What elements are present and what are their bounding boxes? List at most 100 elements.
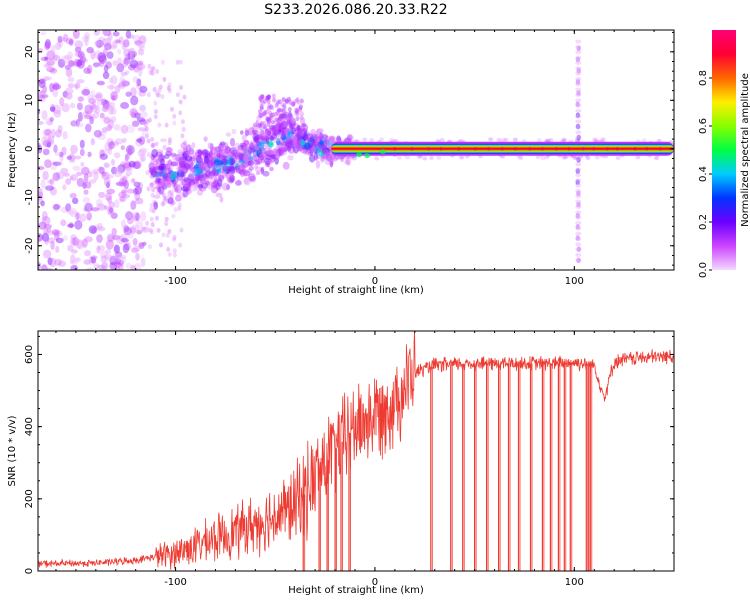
trend-mark (167, 190, 172, 199)
noise-mark (133, 62, 140, 72)
trend-mark (178, 156, 183, 165)
trend-mark (340, 156, 345, 163)
trend-mark (245, 144, 251, 150)
noise-mark (117, 164, 126, 173)
trend-mark (265, 150, 272, 156)
carrier-peak-mark (439, 147, 443, 151)
carrier-haze-mark (536, 138, 542, 143)
trend-mark (267, 128, 274, 137)
noise-mark (123, 39, 130, 48)
trend-mark (241, 152, 248, 160)
noise-mark (127, 50, 136, 60)
noise-mark (59, 151, 64, 158)
noise-mark (38, 109, 41, 115)
noise-mark (121, 79, 126, 84)
trend-mark (188, 178, 195, 187)
trend-mark (258, 134, 263, 140)
trend-mark (247, 160, 255, 167)
trend-mark (308, 132, 316, 137)
noise-mark (69, 192, 77, 199)
noise-mark (68, 154, 76, 163)
trend-mark (310, 138, 316, 144)
trend-mark (296, 133, 303, 139)
noise-mark (43, 227, 49, 236)
spike-mark (575, 253, 582, 257)
carrier-haze-mark (405, 155, 411, 160)
noise-mark (132, 76, 138, 83)
trend-mark (271, 93, 276, 99)
noise-mark (149, 182, 154, 188)
noise-mark (157, 187, 162, 193)
noise-mark (68, 60, 75, 67)
trend-mark (215, 182, 220, 191)
noise-mark (122, 243, 130, 254)
noise-mark (63, 172, 70, 177)
noise-mark (92, 168, 100, 175)
noise-mark (96, 80, 106, 86)
noise-mark (172, 252, 177, 258)
noise-mark (122, 137, 127, 144)
trend-mark (327, 154, 334, 164)
trend-mark (288, 100, 293, 106)
trend-mark (257, 123, 262, 129)
noise-mark (61, 36, 66, 42)
trend-mark (181, 162, 185, 171)
trend-mark (284, 139, 291, 149)
noise-mark (115, 258, 121, 265)
spectrogram-frame (37, 29, 675, 271)
trend-mark (158, 165, 165, 171)
trend-mark (291, 101, 296, 107)
noise-mark (98, 191, 106, 199)
trend-mark (250, 142, 255, 149)
trend-mark (148, 168, 156, 173)
trend-mark (149, 166, 156, 176)
noise-mark (161, 192, 166, 198)
noise-mark (123, 225, 130, 232)
trend-mark (174, 187, 179, 193)
noise-mark (66, 155, 73, 160)
noise-mark (96, 167, 106, 172)
trend-mark (232, 149, 240, 157)
noise-mark (106, 51, 114, 59)
trend-mark (268, 149, 275, 159)
noise-mark (107, 196, 112, 204)
noise-mark (182, 151, 187, 157)
trend-mark (252, 122, 258, 128)
carrier-peak-mark (645, 147, 649, 151)
trend-mark (214, 158, 222, 166)
noise-mark (44, 39, 52, 49)
trend-mark (278, 144, 286, 154)
spike-mark (575, 130, 582, 135)
trend-mark (202, 161, 210, 167)
trend-mark (283, 122, 288, 128)
trend-mark (246, 168, 253, 173)
trend-mark (174, 184, 180, 193)
noise-mark (69, 207, 78, 218)
trend-mark (280, 113, 288, 119)
trend-mark (175, 153, 182, 162)
trend-mark (266, 150, 274, 158)
trend-mark (265, 129, 270, 139)
trend-mark (278, 113, 283, 119)
noise-mark (65, 87, 74, 95)
trend-mark (288, 127, 292, 133)
trend-mark (276, 125, 283, 130)
noise-mark (121, 237, 129, 243)
carrier-haze-mark (512, 137, 518, 142)
noise-mark (179, 59, 183, 65)
carrier-haze-mark (374, 156, 380, 161)
trend-mark (274, 157, 279, 165)
carrier-haze-mark (333, 155, 339, 160)
trend-mark (207, 158, 214, 167)
noise-mark (137, 62, 143, 71)
noise-mark (88, 97, 97, 104)
trend-mark (195, 149, 201, 158)
noise-mark (69, 102, 76, 109)
noise-mark (122, 162, 132, 169)
trend-mark (201, 149, 208, 155)
noise-mark (121, 219, 126, 229)
noise-mark (42, 232, 50, 242)
trend-mark (295, 111, 300, 117)
spike-mark (575, 210, 582, 215)
